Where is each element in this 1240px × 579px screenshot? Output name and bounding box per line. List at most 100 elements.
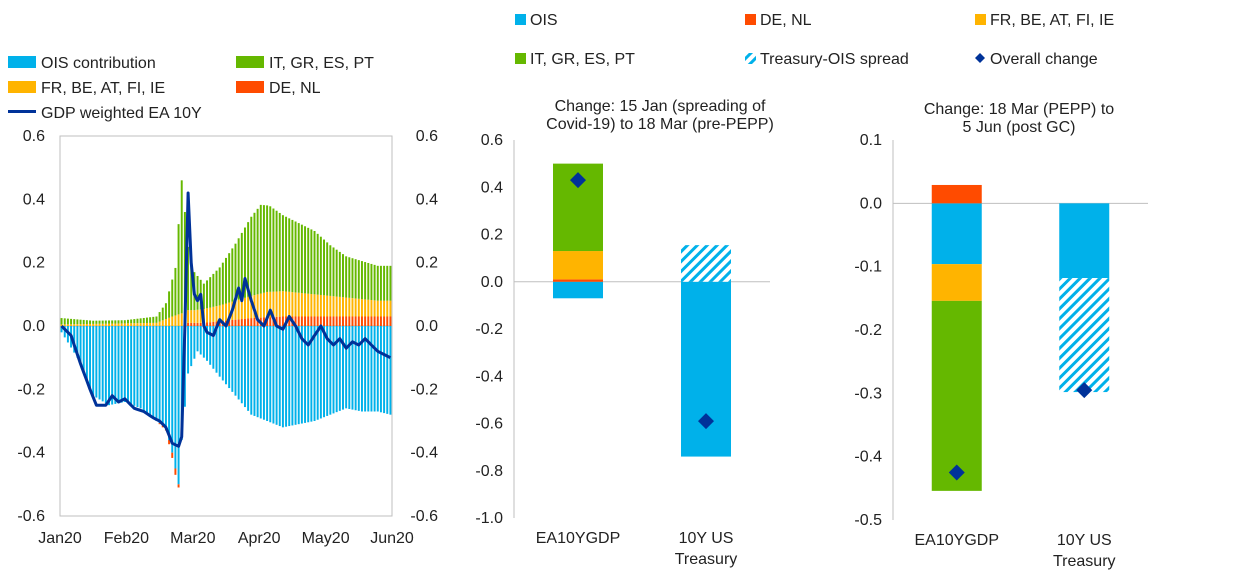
bar-segment-it_gr_es_pt: [164, 303, 167, 320]
bar-segment-it_gr_es_pt: [326, 242, 329, 296]
bar-segment-it_gr_es_pt: [212, 273, 215, 307]
y-tick: 0.2: [481, 227, 503, 244]
bar-segment-it_gr_es_pt: [357, 260, 360, 299]
x-tick: Apr20: [238, 530, 281, 547]
bar-ois-10y-us-treasury: [1059, 203, 1110, 279]
bar-segment-ois: [291, 326, 294, 426]
x-tick: Jun20: [370, 530, 414, 547]
time-series-chart: 0.6 0.4 0.2 0.0 -0.2 -0.4 -0.6 0.6 0.4 0.2 0.0 -0.2…: [17, 128, 438, 547]
bar-segment-it_gr_es_pt: [291, 219, 294, 293]
bar-segment-it_gr_es_pt: [202, 283, 205, 309]
bar-segment-it_gr_es_pt: [101, 320, 104, 324]
bar-segment-it_gr_es_pt: [231, 248, 234, 302]
bar-segment-ois: [114, 326, 117, 404]
y-tick: -0.4: [854, 449, 882, 466]
bar-segment-it_gr_es_pt: [323, 239, 325, 296]
y-tick-right: 0.4: [416, 191, 438, 208]
bar-spread_hatch-10y-us-treasury: [1059, 278, 1110, 393]
bar-segment-it_gr_es_pt: [155, 316, 158, 323]
legend-label-fr-be-at-fi-ie: FR, BE, AT, FI, IE: [990, 12, 1114, 29]
y-tick: -0.6: [475, 416, 503, 433]
bar-segment-fr_be_at_fi_ie: [262, 292, 265, 318]
bar-segment-fr_be_at_fi_ie: [136, 323, 139, 326]
bar-segment-de_nl: [367, 316, 370, 326]
bar-segment-ois: [304, 326, 307, 423]
bar-segment-fr_be_at_fi_ie: [351, 298, 354, 317]
bar-segment-fr_be_at_fi_ie: [342, 297, 344, 317]
overall-change-marker-10y-us-treasury: [698, 413, 714, 430]
bar-segment-ois: [73, 326, 76, 353]
bar-segment-it_gr_es_pt: [196, 275, 199, 310]
bar-segment-ois: [386, 326, 389, 414]
bar-ois-ea10ygdp: [553, 281, 603, 299]
y-tick-right: 0.6: [416, 128, 438, 145]
bar-segment-ois: [364, 326, 367, 412]
bar-segment-fr_be_at_fi_ie: [152, 322, 155, 326]
bar-segment-fr_be_at_fi_ie: [250, 295, 253, 319]
bar-segment-it_gr_es_pt: [379, 265, 382, 301]
bar-ois-10y-us-treasury: [681, 281, 731, 457]
bar-segment-de_nl: [275, 316, 278, 326]
bar-segment-ois: [383, 326, 386, 414]
chart-title-line: Change: 15 Jan (spreading of: [555, 98, 766, 115]
x-category-label: EA10YGDP: [915, 532, 999, 549]
bar-segment-de_nl: [310, 316, 313, 326]
bar-segment-fr_be_at_fi_ie: [117, 323, 120, 326]
bar-segment-de_nl: [348, 316, 351, 326]
y-tick: 0.4: [481, 179, 503, 196]
bar-segment-it_gr_es_pt: [168, 291, 171, 318]
bar-segment-de_nl: [354, 316, 357, 326]
bar-segment-it_gr_es_pt: [348, 257, 351, 298]
bar-segment-fr_be_at_fi_ie: [367, 299, 370, 317]
bar-segment-it_gr_es_pt: [70, 318, 73, 325]
bar-segment-fr_be_at_fi_ie: [313, 294, 316, 317]
bar-segment-ois: [98, 326, 101, 400]
bar-segment-fr_be_at_fi_ie: [158, 321, 161, 326]
bar-segment-it_gr_es_pt: [142, 317, 145, 324]
bar-segment-de_nl: [243, 318, 246, 326]
legend-right: OIS DE, NL FR, BE, AT, FI, IE IT, GR, ES, P…: [515, 12, 1114, 68]
bar-segment-it_gr_es_pt: [304, 226, 307, 294]
bar-segment-it_gr_es_pt: [294, 221, 297, 293]
bar-segment-fr_be_at_fi_ie: [161, 320, 164, 326]
bar-segment-it_gr_es_pt: [351, 258, 354, 299]
bar-segment-ois: [209, 326, 212, 365]
bar-segment-fr_be_at_fi_ie: [95, 323, 98, 326]
bar-segment-ois: [218, 326, 221, 377]
bar-segment-de_nl: [294, 316, 297, 326]
bar-segment-fr_be_at_fi_ie: [376, 300, 379, 317]
bar-segment-it_gr_es_pt: [319, 236, 322, 295]
bar-segment-ois: [212, 326, 215, 369]
bar-segment-fr_be_at_fi_ie: [294, 292, 297, 317]
bar-segment-it_gr_es_pt: [133, 319, 136, 324]
bar-segment-ois: [348, 326, 351, 409]
y-tick-right: -0.2: [410, 381, 438, 398]
bar-segment-ois: [240, 326, 243, 404]
bar-segment-fr_be_at_fi_ie: [177, 314, 180, 326]
bar-segment-it_gr_es_pt: [307, 227, 310, 294]
x-category-label: Treasury: [1053, 553, 1116, 570]
bar-segment-it_gr_es_pt: [76, 319, 79, 325]
y-tick-right: -0.4: [410, 445, 438, 462]
bar-segment-ois: [130, 326, 133, 405]
post-pepp-change-chart: Change: 18 Mar (PEPP) to5 Jun (post GC) 0…: [854, 101, 1148, 570]
bar-segment-fr_be_at_fi_ie: [370, 300, 373, 317]
bar-segment-ois: [231, 326, 234, 392]
bar-segment-ois: [120, 326, 123, 403]
bar-segment-fr_be_at_fi_ie: [307, 293, 310, 317]
bar-segment-it_gr_es_pt: [152, 316, 155, 323]
bar-segment-ois: [228, 326, 231, 389]
bar-segment-fr_be_at_fi_ie: [139, 323, 142, 326]
bar-segment-de_nl: [158, 423, 161, 425]
bar-segment-fr_be_at_fi_ie: [234, 300, 237, 320]
bar-segment-ois: [357, 326, 360, 411]
bar-segment-fr_be_at_fi_ie: [329, 295, 332, 317]
bar-segment-ois: [82, 326, 85, 373]
bar-segment-it_gr_es_pt: [335, 249, 338, 297]
x-category-label: 10Y US: [679, 530, 734, 547]
bar-it_gr_es_pt-ea10ygdp: [931, 300, 982, 491]
bar-segment-ois: [379, 326, 382, 413]
bar-segment-ois: [187, 326, 190, 374]
bar-segment-it_gr_es_pt: [221, 262, 224, 305]
bar-segment-ois: [127, 326, 129, 404]
